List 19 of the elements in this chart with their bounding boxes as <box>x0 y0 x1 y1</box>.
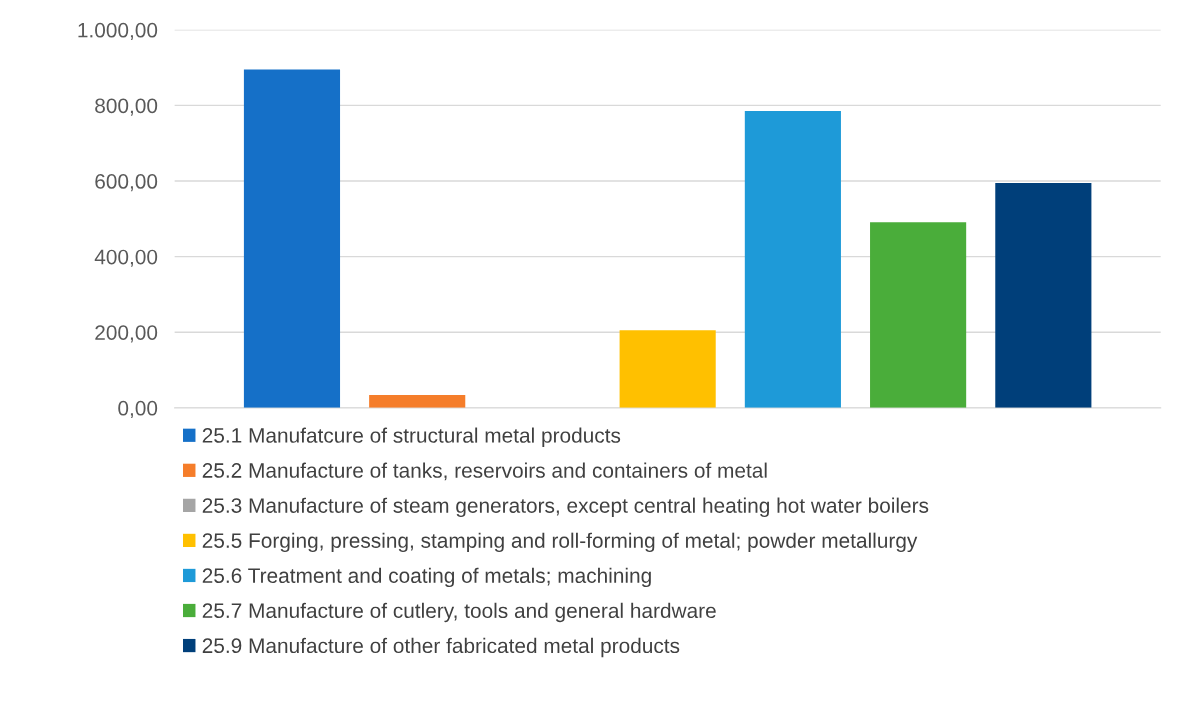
bar <box>243 69 341 408</box>
bar <box>744 111 841 408</box>
legend-label: 25.1 Manufatcure of structural metal products <box>202 427 621 447</box>
legend-label: 25.5 Forging, pressing, stamping and roll-forming of metal; powder metallurgy <box>202 532 918 553</box>
bar <box>369 394 466 408</box>
bar <box>619 330 716 408</box>
legend-label: 25.9 Manufacture of other fabricated metal products <box>202 637 680 658</box>
legend-label: 25.3 Manufacture of steam generators, except central heating hot water boilers <box>202 497 929 518</box>
y-tick-label: 600,00 <box>95 174 158 192</box>
legend-label: 25.6 Treatment and coating of metals; machining <box>202 567 651 588</box>
legend-label: 25.7 Manufacture of cutlery, tools and general hardware <box>202 602 716 623</box>
legend-label: 25.2 Manufacture of tanks, reservoirs and containers of metal <box>202 462 767 481</box>
y-tick-label: 800,00 <box>95 98 158 116</box>
bar <box>995 182 1092 408</box>
bar <box>870 222 967 408</box>
y-tick-label: 1.000,00 <box>78 22 158 41</box>
y-tick-label: 0,00 <box>118 400 158 419</box>
y-tick-label: 200,00 <box>95 325 158 343</box>
y-tick-label: 400,00 <box>94 249 158 267</box>
